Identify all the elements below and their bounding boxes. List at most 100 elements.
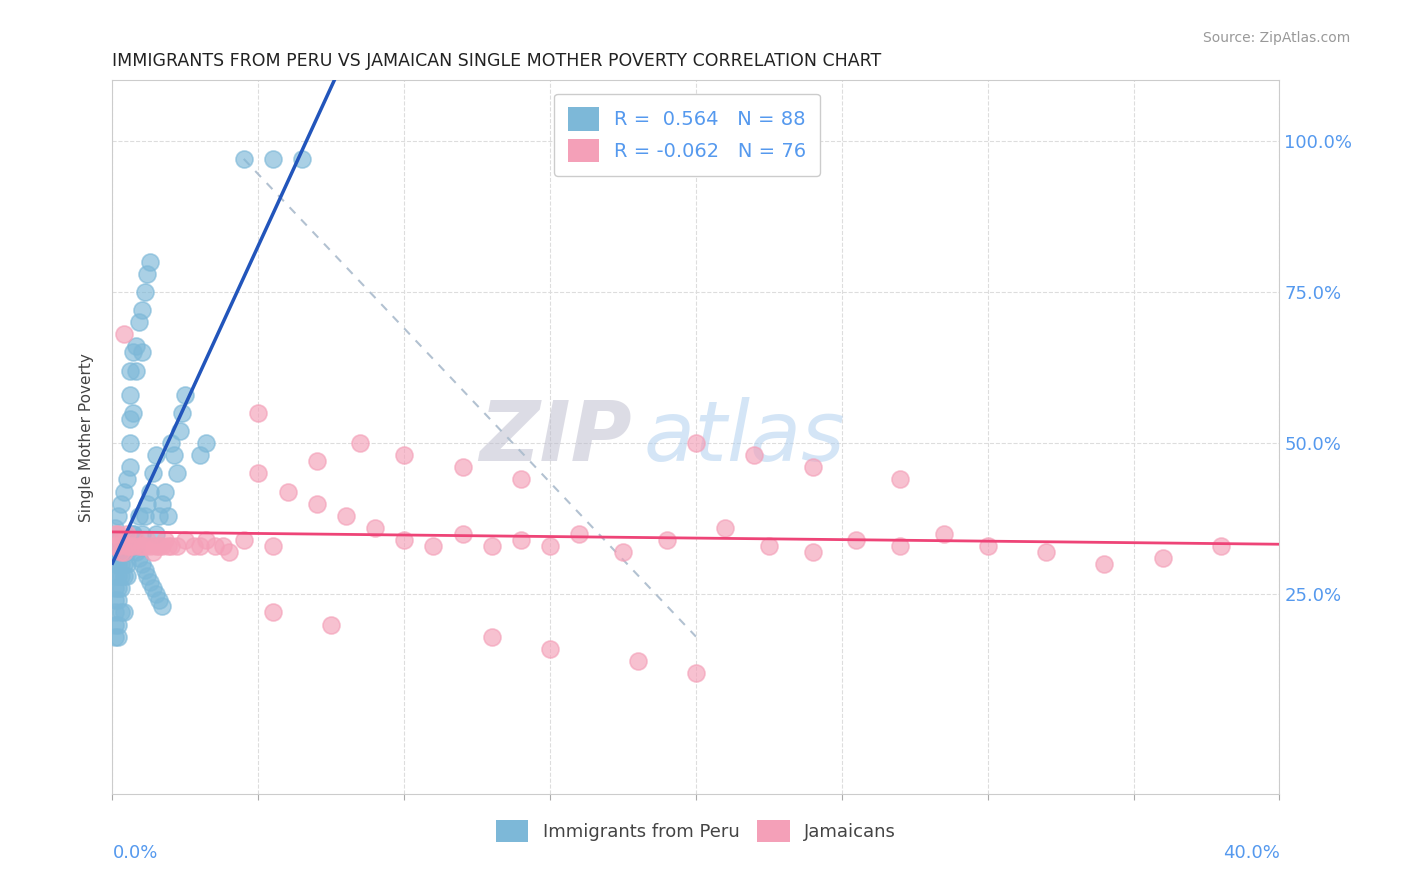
Point	[112, 327, 135, 342]
Point	[148, 539, 170, 553]
Point	[115, 557, 138, 571]
Point	[291, 152, 314, 166]
Point	[801, 460, 824, 475]
Point	[481, 630, 503, 644]
Point	[156, 508, 179, 523]
Point	[112, 533, 135, 547]
Point	[335, 508, 357, 523]
Point	[110, 497, 132, 511]
Point	[134, 539, 156, 553]
Point	[104, 630, 127, 644]
Point	[125, 533, 148, 547]
Point	[1209, 539, 1232, 553]
Point	[104, 617, 127, 632]
Point	[110, 569, 132, 583]
Point	[163, 448, 186, 462]
Point	[134, 508, 156, 523]
Point	[509, 533, 531, 547]
Point	[247, 406, 270, 420]
Point	[110, 581, 132, 595]
Point	[107, 539, 129, 553]
Point	[150, 539, 173, 553]
Point	[122, 406, 145, 420]
Point	[107, 569, 129, 583]
Point	[104, 526, 127, 541]
Point	[247, 467, 270, 481]
Point	[932, 526, 955, 541]
Point	[107, 545, 129, 559]
Point	[104, 557, 127, 571]
Point	[538, 641, 561, 656]
Point	[136, 267, 159, 281]
Point	[139, 254, 162, 268]
Point	[568, 526, 591, 541]
Point	[125, 363, 148, 377]
Point	[110, 533, 132, 547]
Point	[104, 581, 127, 595]
Point	[145, 587, 167, 601]
Point	[110, 533, 132, 547]
Point	[394, 448, 416, 462]
Point	[112, 606, 135, 620]
Point	[364, 521, 387, 535]
Point	[122, 539, 145, 553]
Text: Source: ZipAtlas.com: Source: ZipAtlas.com	[1202, 31, 1350, 45]
Point	[110, 545, 132, 559]
Point	[118, 460, 141, 475]
Point	[136, 569, 159, 583]
Point	[204, 539, 226, 553]
Point	[1094, 557, 1116, 571]
Point	[128, 539, 150, 553]
Point	[112, 484, 135, 499]
Point	[194, 533, 217, 547]
Point	[145, 448, 167, 462]
Point	[104, 593, 127, 607]
Point	[118, 388, 141, 402]
Point	[112, 545, 135, 559]
Point	[134, 563, 156, 577]
Point	[451, 460, 474, 475]
Text: 0.0%: 0.0%	[112, 844, 157, 862]
Point	[509, 472, 531, 486]
Point	[142, 467, 165, 481]
Point	[148, 593, 170, 607]
Point	[107, 630, 129, 644]
Point	[422, 539, 444, 553]
Point	[125, 539, 148, 553]
Point	[107, 617, 129, 632]
Point	[118, 363, 141, 377]
Point	[262, 539, 284, 553]
Point	[112, 545, 135, 559]
Point	[136, 497, 159, 511]
Point	[305, 454, 328, 468]
Point	[104, 545, 127, 559]
Point	[134, 285, 156, 299]
Point	[110, 557, 132, 571]
Point	[131, 526, 153, 541]
Point	[1035, 545, 1057, 559]
Point	[218, 545, 240, 559]
Point	[801, 545, 824, 559]
Point	[115, 569, 138, 583]
Point	[153, 533, 176, 547]
Point	[107, 581, 129, 595]
Y-axis label: Single Mother Poverty: Single Mother Poverty	[79, 352, 94, 522]
Point	[394, 533, 416, 547]
Point	[142, 581, 165, 595]
Point	[612, 545, 634, 559]
Point	[156, 539, 179, 553]
Point	[166, 539, 188, 553]
Point	[107, 593, 129, 607]
Point	[112, 569, 135, 583]
Point	[139, 539, 162, 553]
Point	[188, 448, 211, 462]
Point	[166, 467, 188, 481]
Point	[148, 508, 170, 523]
Point	[276, 484, 298, 499]
Point	[349, 436, 371, 450]
Point	[232, 152, 254, 166]
Point	[889, 472, 911, 486]
Point	[976, 539, 998, 553]
Point	[118, 436, 141, 450]
Point	[742, 448, 765, 462]
